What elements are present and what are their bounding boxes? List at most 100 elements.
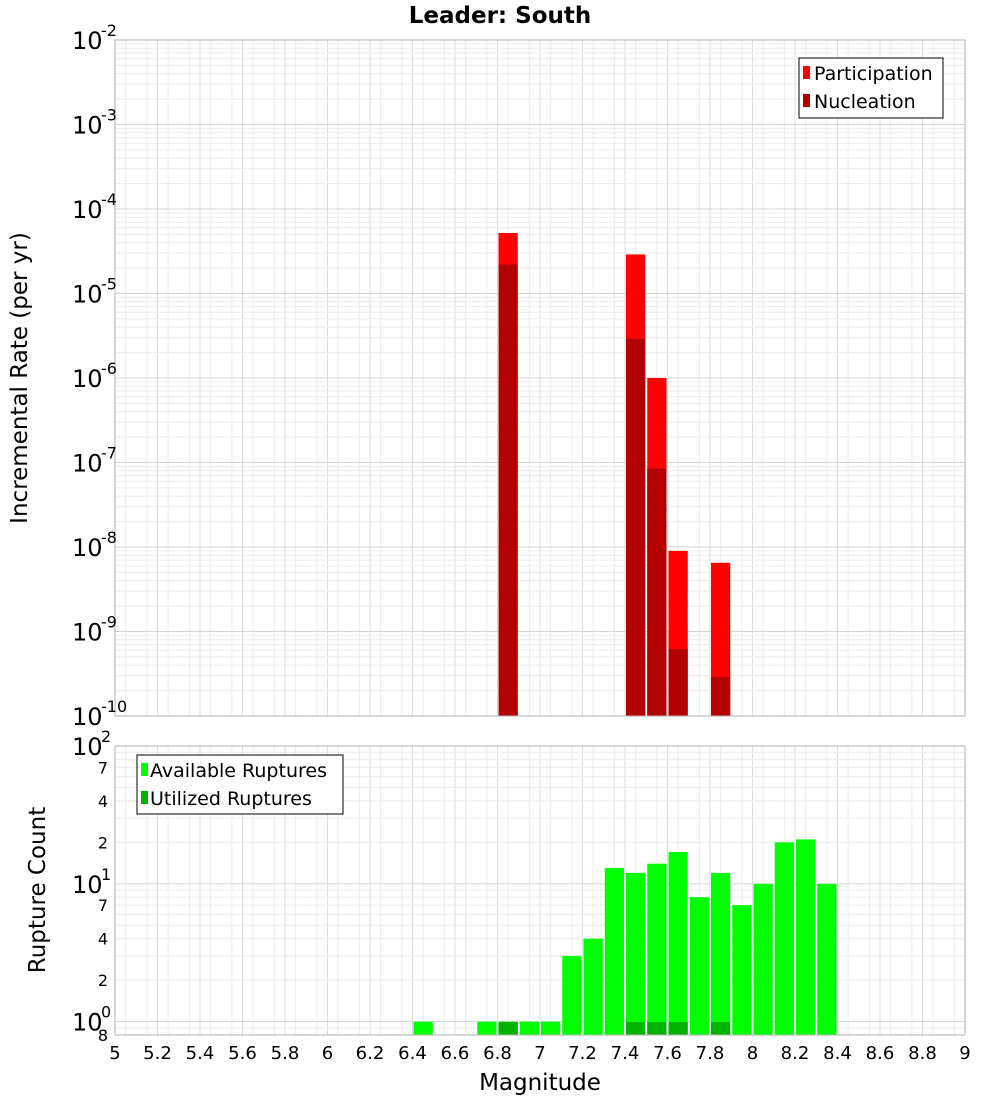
bar-available-ruptures <box>477 1021 497 1035</box>
y-tick-base: 10 <box>72 619 103 647</box>
legend-label-available: Available Ruptures <box>150 760 327 782</box>
y-tick-exponent: -6 <box>101 359 117 378</box>
bottom-gridlines <box>114 745 966 1036</box>
y-tick-base: 10 <box>72 281 103 309</box>
y-tick-label: 10-6 <box>72 359 117 393</box>
bar-nucleation <box>647 468 667 716</box>
top-y-axis-label: Incremental Rate (per yr) <box>7 232 33 524</box>
bar-available-ruptures <box>562 955 582 1035</box>
x-tick-label: 6.4 <box>398 1043 427 1064</box>
y-tick-exponent: 0 <box>101 1003 111 1022</box>
bar-available-ruptures <box>689 897 709 1035</box>
bar-available-ruptures <box>413 1021 433 1035</box>
y-tick-base: 10 <box>72 365 103 393</box>
y-tick-exponent: -2 <box>101 21 117 40</box>
y-tick-label: 102 <box>72 727 111 761</box>
bar-available-ruptures <box>796 839 816 1035</box>
chart-title: Leader: South <box>409 3 592 29</box>
y-tick-label: 101 <box>72 865 111 899</box>
bar-available-ruptures <box>817 883 837 1035</box>
y-tick-exponent: -4 <box>101 190 117 209</box>
y-tick-base: 10 <box>72 534 103 562</box>
y-tick-exponent: -10 <box>101 697 127 716</box>
bar-nucleation <box>711 676 731 716</box>
x-tick-label: 5.6 <box>228 1043 257 1064</box>
bar-utilized-ruptures <box>711 1022 731 1035</box>
y-tick-exponent: 2 <box>101 727 111 746</box>
bottom-legend: Available Ruptures Utilized Ruptures <box>136 754 344 815</box>
x-tick-label: 8.8 <box>908 1043 937 1064</box>
x-tick-label: 5.2 <box>143 1043 172 1064</box>
x-tick-label: 7.8 <box>696 1043 725 1064</box>
y-tick-label: 100 <box>72 1003 111 1037</box>
y-tick-base: 10 <box>72 196 103 224</box>
bar-available-ruptures <box>774 842 794 1035</box>
bar-nucleation <box>498 264 518 716</box>
bar-utilized-ruptures <box>668 1022 688 1035</box>
y-tick-label: 10-3 <box>72 106 117 140</box>
y-tick-minor-label: 2 <box>98 833 108 852</box>
y-tick-base: 10 <box>72 27 103 55</box>
x-tick-label: 5.4 <box>186 1043 215 1064</box>
top-bars <box>498 232 731 716</box>
bottom-bars <box>413 839 837 1035</box>
bar-available-ruptures <box>583 938 603 1035</box>
y-tick-exponent: -9 <box>101 613 117 632</box>
top-legend: Participation Nucleation <box>798 57 944 119</box>
legend-swatch-available <box>141 763 148 776</box>
y-tick-exponent: -3 <box>101 106 117 125</box>
bar-available-ruptures <box>753 883 773 1035</box>
y-tick-exponent: -5 <box>101 275 117 294</box>
x-tick-label: 7.2 <box>568 1043 597 1064</box>
x-tick-label: 6.8 <box>483 1043 512 1064</box>
legend-swatch-participation <box>803 66 810 79</box>
legend-label-nucleation: Nucleation <box>814 91 916 113</box>
y-tick-exponent: -8 <box>101 528 117 547</box>
x-tick-label: 6.2 <box>356 1043 385 1064</box>
top-legend-box <box>798 57 944 119</box>
bar-available-ruptures <box>519 1021 539 1035</box>
y-tick-label: 10-9 <box>72 613 117 647</box>
x-tick-label: 7 <box>534 1043 545 1064</box>
x-tick-label: 6 <box>322 1043 333 1064</box>
y-tick-minor-label: 2 <box>98 971 108 990</box>
x-tick-label: 9 <box>959 1043 970 1064</box>
bar-available-ruptures <box>541 1021 561 1035</box>
y-tick-label: 10-5 <box>72 275 117 309</box>
y-tick-label: 10-7 <box>72 444 117 478</box>
bottom-y-axis-label: Rupture Count <box>25 807 51 973</box>
y-tick-minor-label: 4 <box>98 930 108 949</box>
y-tick-label: 10-2 <box>72 21 117 55</box>
bar-available-ruptures <box>647 863 667 1035</box>
x-tick-label: 8.2 <box>781 1043 810 1064</box>
y-tick-base: 10 <box>72 1009 103 1037</box>
y-tick-minor-label: 4 <box>98 792 108 811</box>
top-plot-frame <box>114 39 966 717</box>
y-tick-minor-label: 8 <box>98 1026 108 1045</box>
y-tick-exponent: 1 <box>101 865 111 884</box>
y-tick-minor-label: 7 <box>98 896 108 915</box>
bar-available-ruptures <box>626 872 646 1035</box>
x-tick-label: 8.4 <box>823 1043 852 1064</box>
x-tick-label: 8.6 <box>866 1043 895 1064</box>
y-tick-minor-label: 7 <box>98 758 108 777</box>
y-tick-label: 10-4 <box>72 190 117 224</box>
y-tick-base: 10 <box>72 871 103 899</box>
y-tick-base: 10 <box>72 450 103 478</box>
bar-utilized-ruptures <box>647 1022 667 1035</box>
bar-available-ruptures <box>668 852 688 1035</box>
y-tick-label: 10-10 <box>72 697 127 731</box>
x-ticks: 5 5.2 5.4 5.6 5.8 6 6.2 6.4 6.6 6.8 7 7.2 7.4 7.6 7.8 8… <box>109 1043 970 1064</box>
x-tick-label: 8 <box>747 1043 758 1064</box>
y-tick-base: 10 <box>72 733 103 761</box>
bottom-plot-frame <box>114 745 966 1036</box>
x-tick-label: 5 <box>109 1043 120 1064</box>
x-tick-label: 5.8 <box>271 1043 300 1064</box>
bar-utilized-ruptures <box>498 1022 518 1035</box>
bottom-legend-box <box>136 754 344 815</box>
legend-label-utilized: Utilized Ruptures <box>150 788 312 810</box>
y-tick-label: 10-8 <box>72 528 117 562</box>
